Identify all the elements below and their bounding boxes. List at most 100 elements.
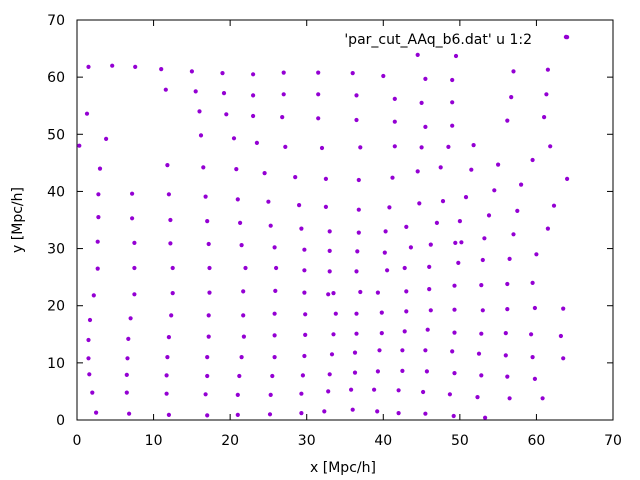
data-point: [235, 392, 240, 397]
data-point: [87, 372, 92, 377]
data-point: [377, 348, 382, 353]
y-tick-label: 20: [47, 299, 65, 315]
data-point: [272, 311, 277, 316]
data-point: [316, 70, 321, 75]
data-point: [266, 199, 271, 204]
x-tick-label: 60: [528, 433, 546, 449]
data-point: [428, 242, 433, 247]
data-point: [387, 205, 392, 210]
data-point: [86, 337, 91, 343]
data-point: [267, 412, 273, 417]
data-point: [206, 334, 211, 339]
data-point: [205, 413, 210, 418]
data-point: [86, 64, 91, 69]
data-point: [159, 67, 164, 72]
data-point: [203, 392, 208, 397]
data-point: [272, 355, 277, 360]
data-point: [130, 191, 135, 196]
data-point: [272, 333, 277, 338]
data-point: [396, 411, 401, 416]
data-point: [326, 292, 331, 297]
data-point: [354, 117, 359, 123]
y-tick-label: 30: [47, 242, 65, 258]
data-point: [452, 330, 457, 335]
data-point: [350, 407, 355, 412]
data-point: [428, 308, 433, 313]
data-point: [400, 348, 405, 353]
data-point: [333, 311, 338, 316]
data-point: [375, 409, 380, 414]
data-point: [402, 265, 407, 271]
y-tick-label: 50: [47, 127, 65, 143]
data-point: [132, 240, 137, 245]
data-point: [165, 355, 170, 360]
data-point: [91, 293, 96, 298]
data-point: [479, 331, 484, 336]
data-point: [166, 192, 171, 197]
data-point: [251, 113, 256, 119]
data-point: [475, 395, 480, 400]
data-point: [565, 176, 570, 181]
data-point: [505, 281, 510, 287]
data-point: [356, 230, 361, 235]
data-point: [427, 264, 432, 269]
data-point: [548, 144, 553, 149]
data-point: [561, 356, 566, 361]
data-point: [354, 311, 359, 316]
data-point: [440, 199, 446, 204]
data-point: [322, 409, 327, 414]
data-point: [331, 332, 336, 337]
data-point: [540, 396, 545, 401]
data-point: [133, 64, 138, 69]
data-point: [551, 203, 557, 208]
data-point: [94, 410, 99, 415]
data-point: [385, 268, 390, 273]
data-point: [302, 247, 307, 252]
data-point: [231, 136, 237, 141]
data-point: [423, 348, 428, 353]
data-point: [197, 109, 202, 114]
data-point: [95, 266, 100, 271]
data-point: [402, 329, 407, 334]
data-point: [415, 169, 420, 174]
data-point: [110, 63, 115, 68]
data-point: [170, 291, 175, 296]
data-point: [503, 331, 508, 336]
data-point: [281, 70, 286, 75]
data-point: [404, 309, 409, 314]
plot-border: [76, 19, 614, 421]
data-point: [327, 229, 332, 234]
data-point: [545, 67, 551, 72]
data-point: [505, 118, 510, 123]
data-point: [87, 317, 93, 323]
data-point: [382, 250, 387, 255]
data-point: [224, 112, 229, 117]
data-point: [302, 268, 307, 273]
data-point: [425, 327, 430, 332]
data-point: [404, 224, 409, 229]
data-point: [221, 91, 227, 96]
data-point: [352, 370, 358, 375]
data-point: [97, 166, 103, 171]
data-point: [417, 201, 422, 206]
data-point: [96, 215, 101, 220]
data-point: [84, 111, 90, 116]
data-point: [193, 89, 198, 94]
data-point: [96, 192, 101, 197]
data-point: [530, 157, 535, 163]
data-point: [273, 288, 278, 293]
data-point: [316, 116, 321, 121]
data-point: [446, 144, 451, 149]
data-point: [480, 308, 485, 313]
data-point: [130, 216, 135, 221]
data-point: [303, 312, 308, 317]
data-point: [316, 92, 321, 97]
legend-marker: [563, 34, 569, 40]
data-point: [469, 167, 474, 172]
data-point: [396, 388, 401, 393]
data-point: [166, 412, 171, 417]
data-point: [421, 389, 426, 395]
data-point: [206, 313, 211, 318]
data-point: [450, 77, 455, 83]
data-point: [453, 240, 458, 245]
